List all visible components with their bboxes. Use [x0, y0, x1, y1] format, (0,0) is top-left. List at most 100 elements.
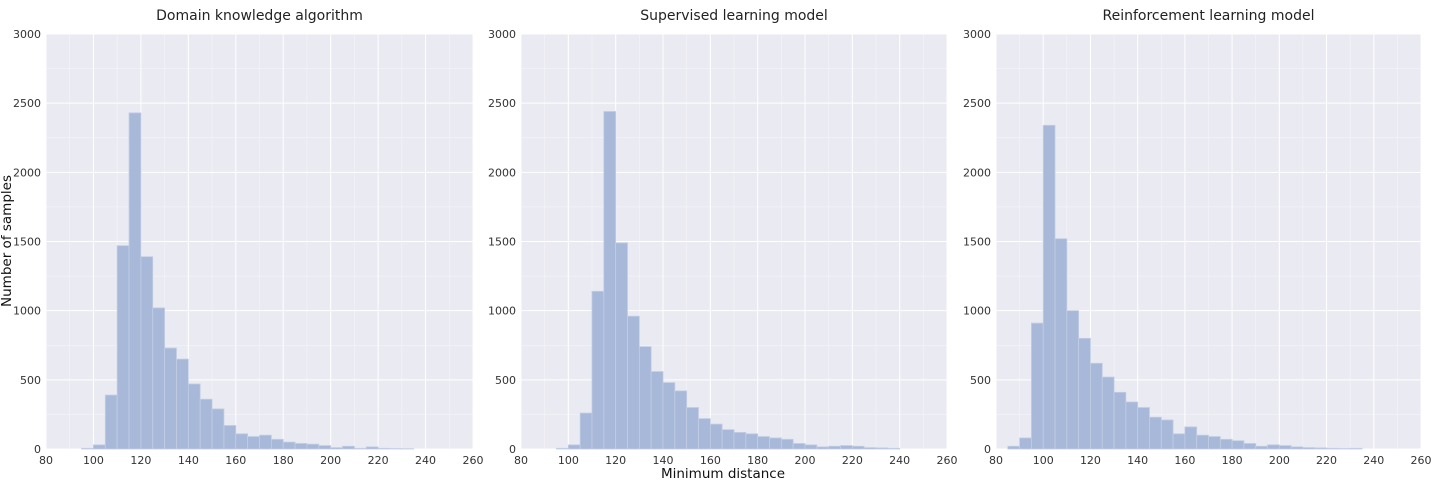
histogram-bar — [330, 447, 343, 450]
x-tick-label: 160 — [1174, 454, 1195, 467]
histogram-bar — [686, 407, 699, 450]
histogram-bar — [282, 441, 296, 450]
x-tick-label: 200 — [320, 454, 341, 467]
histogram-bar — [187, 383, 201, 450]
chart-title: Domain knowledge algorithm — [156, 8, 363, 24]
histogram-bar — [1137, 407, 1150, 450]
histogram-bar — [1101, 376, 1115, 450]
histogram-bar — [662, 382, 676, 450]
histogram-bar — [1160, 419, 1174, 450]
histogram-bar — [104, 394, 118, 450]
x-tick-label: 80 — [39, 454, 53, 467]
histogram-bar — [128, 112, 142, 450]
histogram-bar — [1314, 447, 1327, 450]
y-tick-label: 500 — [970, 374, 991, 387]
histogram-bar — [1113, 391, 1127, 450]
histogram-bar — [377, 447, 391, 450]
x-tick-label: 200 — [795, 454, 816, 467]
histogram-bar — [650, 371, 664, 450]
x-tick-label: 180 — [1222, 454, 1243, 467]
y-tick-label: 1000 — [13, 305, 41, 318]
histogram-bar — [270, 438, 284, 450]
x-tick-label: 220 — [1316, 454, 1337, 467]
histogram-bar — [306, 443, 320, 450]
y-tick-label: 3000 — [488, 28, 516, 41]
histogram-bar — [116, 245, 130, 450]
x-tick-label: 160 — [700, 454, 721, 467]
y-tick-label: 500 — [495, 374, 516, 387]
histogram-bar — [1196, 434, 1209, 450]
histogram-bar — [211, 408, 225, 450]
x-axis-label: Minimum distance — [661, 466, 785, 482]
x-tick-label: 100 — [558, 454, 579, 467]
histogram-bar — [721, 429, 735, 450]
y-tick-label: 1500 — [488, 236, 516, 249]
histogram-bar — [235, 433, 249, 450]
histogram-bar — [1007, 445, 1021, 450]
y-tick-label: 1500 — [13, 236, 41, 249]
chart-title: Supervised learning model — [640, 8, 828, 24]
histogram-bar — [93, 444, 106, 450]
histogram-bar — [780, 438, 794, 450]
x-tick-label: 180 — [273, 454, 294, 467]
histogram-bar — [757, 436, 770, 450]
x-tick-label: 160 — [225, 454, 246, 467]
histogram-bar — [591, 290, 605, 450]
y-axis-label: Number of samples — [0, 175, 15, 307]
histogram-bar — [1078, 337, 1091, 450]
x-tick-label: 260 — [463, 454, 484, 467]
y-tick-label: 3000 — [963, 28, 991, 41]
x-tick-label: 240 — [415, 454, 436, 467]
histogram-bar — [804, 444, 818, 450]
x-tick-label: 260 — [937, 454, 958, 467]
y-tick-label: 0 — [509, 443, 516, 456]
chart-panel-1: Domain knowledge algorithm 80 100 120 140 160… — [13, 8, 484, 467]
x-tick-label: 100 — [1033, 454, 1054, 467]
histogram-bar — [567, 444, 581, 450]
histogram-bar — [164, 347, 177, 450]
histogram-bar — [140, 256, 154, 450]
histogram-bar — [769, 437, 782, 450]
histogram-bar — [1125, 401, 1139, 450]
histogram-bar — [1031, 322, 1044, 450]
y-tick-label: 1000 — [963, 305, 991, 318]
histogram-bar — [1278, 445, 1292, 450]
histogram-bar — [709, 423, 723, 450]
y-tick-label: 1000 — [488, 305, 516, 318]
histogram-bar — [152, 307, 166, 450]
x-tick-label: 80 — [989, 454, 1003, 467]
x-tick-label: 200 — [1269, 454, 1290, 467]
histogram-bar — [875, 447, 889, 450]
chart-panel-2: Supervised learning model 80 100 120 140 160 1… — [488, 8, 958, 467]
histogram-bar — [1066, 310, 1080, 450]
x-tick-label: 220 — [842, 454, 863, 467]
y-tick-label: 2500 — [488, 97, 516, 110]
histogram-bar — [556, 447, 569, 450]
histogram-bar — [828, 445, 841, 450]
histogram-bar — [1019, 437, 1032, 450]
y-tick-label: 2500 — [13, 97, 41, 110]
histogram-bar — [792, 443, 806, 450]
y-tick-label: 2500 — [963, 97, 991, 110]
histogram-bar — [733, 431, 747, 450]
histogram-bar — [1255, 445, 1268, 450]
x-tick-label: 120 — [1080, 454, 1101, 467]
histogram-bar — [1184, 426, 1198, 450]
y-tick-label: 2000 — [488, 166, 516, 179]
histogram-bar — [745, 433, 759, 450]
x-tick-label: 260 — [1411, 454, 1432, 467]
histogram-bar — [81, 447, 94, 450]
y-tick-label: 500 — [20, 374, 41, 387]
histogram-bar — [342, 445, 355, 450]
y-tick-label: 3000 — [13, 28, 41, 41]
y-tick-label: 2000 — [13, 166, 41, 179]
histogram-bar — [1172, 433, 1186, 450]
histogram-bar — [318, 445, 332, 450]
histogram-bar — [247, 436, 260, 450]
histogram-bar — [1149, 416, 1162, 450]
histogram-bar — [1042, 124, 1056, 450]
histogram-bar — [1219, 438, 1233, 450]
chart-title: Reinforcement learning model — [1103, 8, 1315, 24]
x-tick-label: 240 — [1363, 454, 1384, 467]
